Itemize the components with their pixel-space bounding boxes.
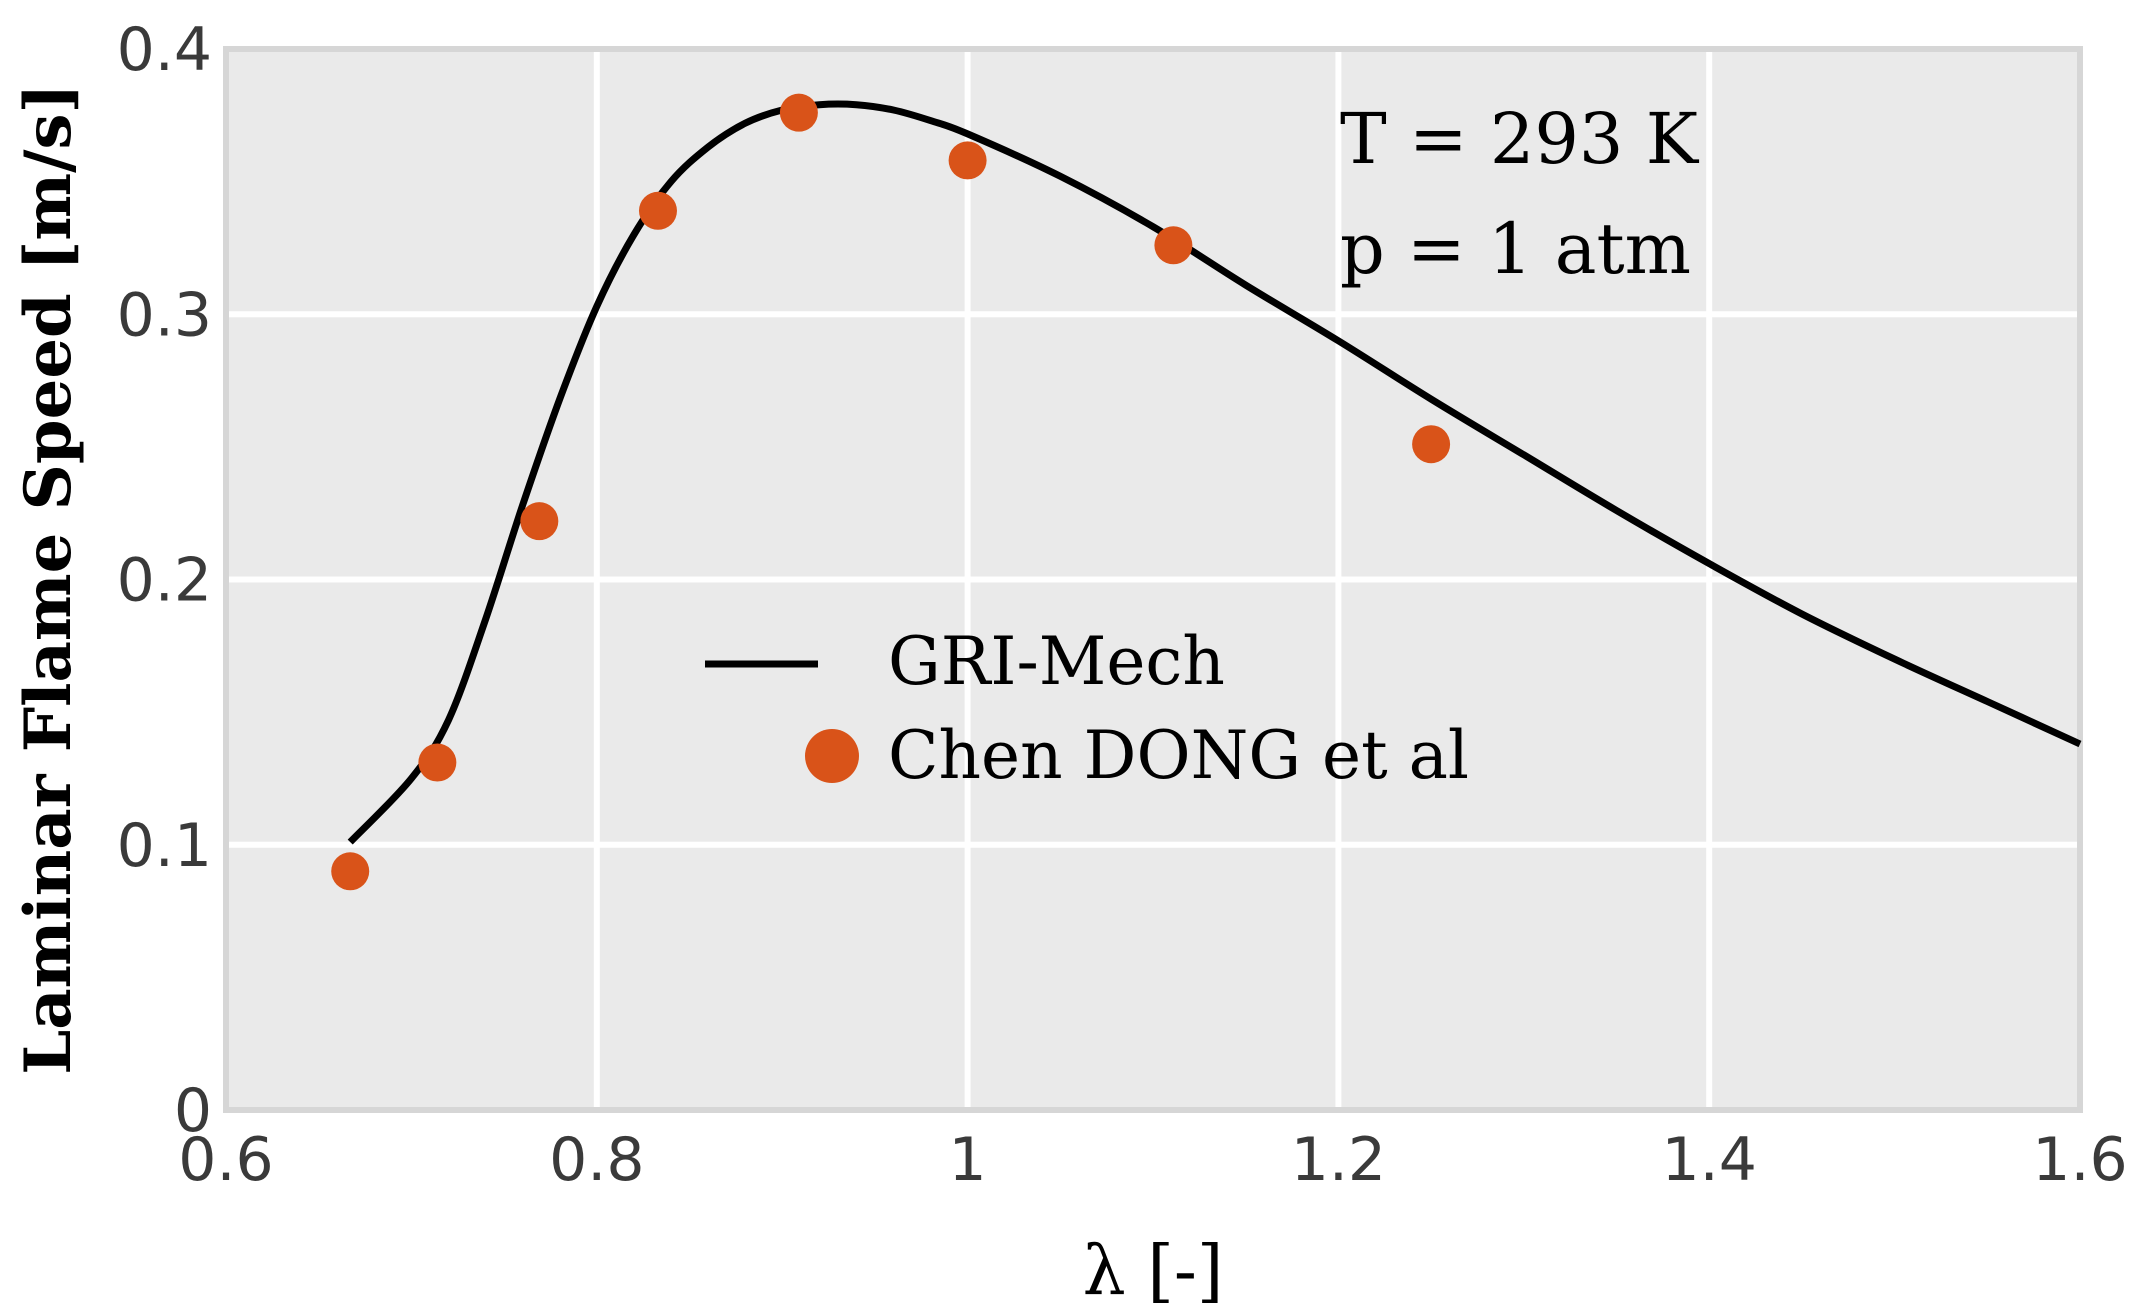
grid xyxy=(229,52,2077,1107)
y-tick-label: 0.4 xyxy=(117,15,212,85)
series xyxy=(331,93,2082,891)
data-point-chen-dong xyxy=(520,502,559,541)
x-tick-label: 1 xyxy=(949,1125,987,1195)
y-tick-label: 0 xyxy=(174,1076,212,1146)
annotation-pressure: p = 1 atm xyxy=(1340,208,1691,290)
x-tick-label: 0.8 xyxy=(549,1125,644,1195)
y-tick-label: 0.3 xyxy=(117,280,212,350)
data-point-chen-dong xyxy=(638,191,677,230)
data-point-chen-dong xyxy=(948,141,987,180)
y-axis-label: Laminar Flame Speed [m/s] xyxy=(11,83,86,1075)
legend-marker-swatch xyxy=(805,729,859,783)
data-point-chen-dong xyxy=(1154,226,1193,265)
legend-label-gri-mech: GRI-Mech xyxy=(888,623,1225,700)
x-axis-label: λ [-] xyxy=(1083,1232,1224,1311)
y-tick-label: 0.1 xyxy=(117,811,212,881)
legend: GRI-Mech Chen DONG et al xyxy=(705,623,1469,794)
x-tick-label: 1.6 xyxy=(2032,1125,2127,1195)
data-point-chen-dong xyxy=(779,93,818,132)
x-tick-label: 1.4 xyxy=(1661,1125,1756,1195)
y-tick-label: 0.2 xyxy=(117,546,212,616)
legend-label-chen-dong: Chen DONG et al xyxy=(888,717,1469,794)
x-tick-label: 1.2 xyxy=(1291,1125,1386,1195)
data-point-chen-dong xyxy=(1412,425,1451,464)
data-point-chen-dong xyxy=(331,852,370,891)
series-line-gri-mech xyxy=(347,100,2082,845)
tick-labels: 0.6 0.8 1 1.2 1.4 1.6 0 0.1 0.2 0.3 0.4 xyxy=(117,15,2128,1195)
x-tick-label: 0.6 xyxy=(178,1125,273,1195)
annotation-temperature: T = 293 K xyxy=(1340,98,1700,180)
data-point-chen-dong xyxy=(418,743,457,782)
